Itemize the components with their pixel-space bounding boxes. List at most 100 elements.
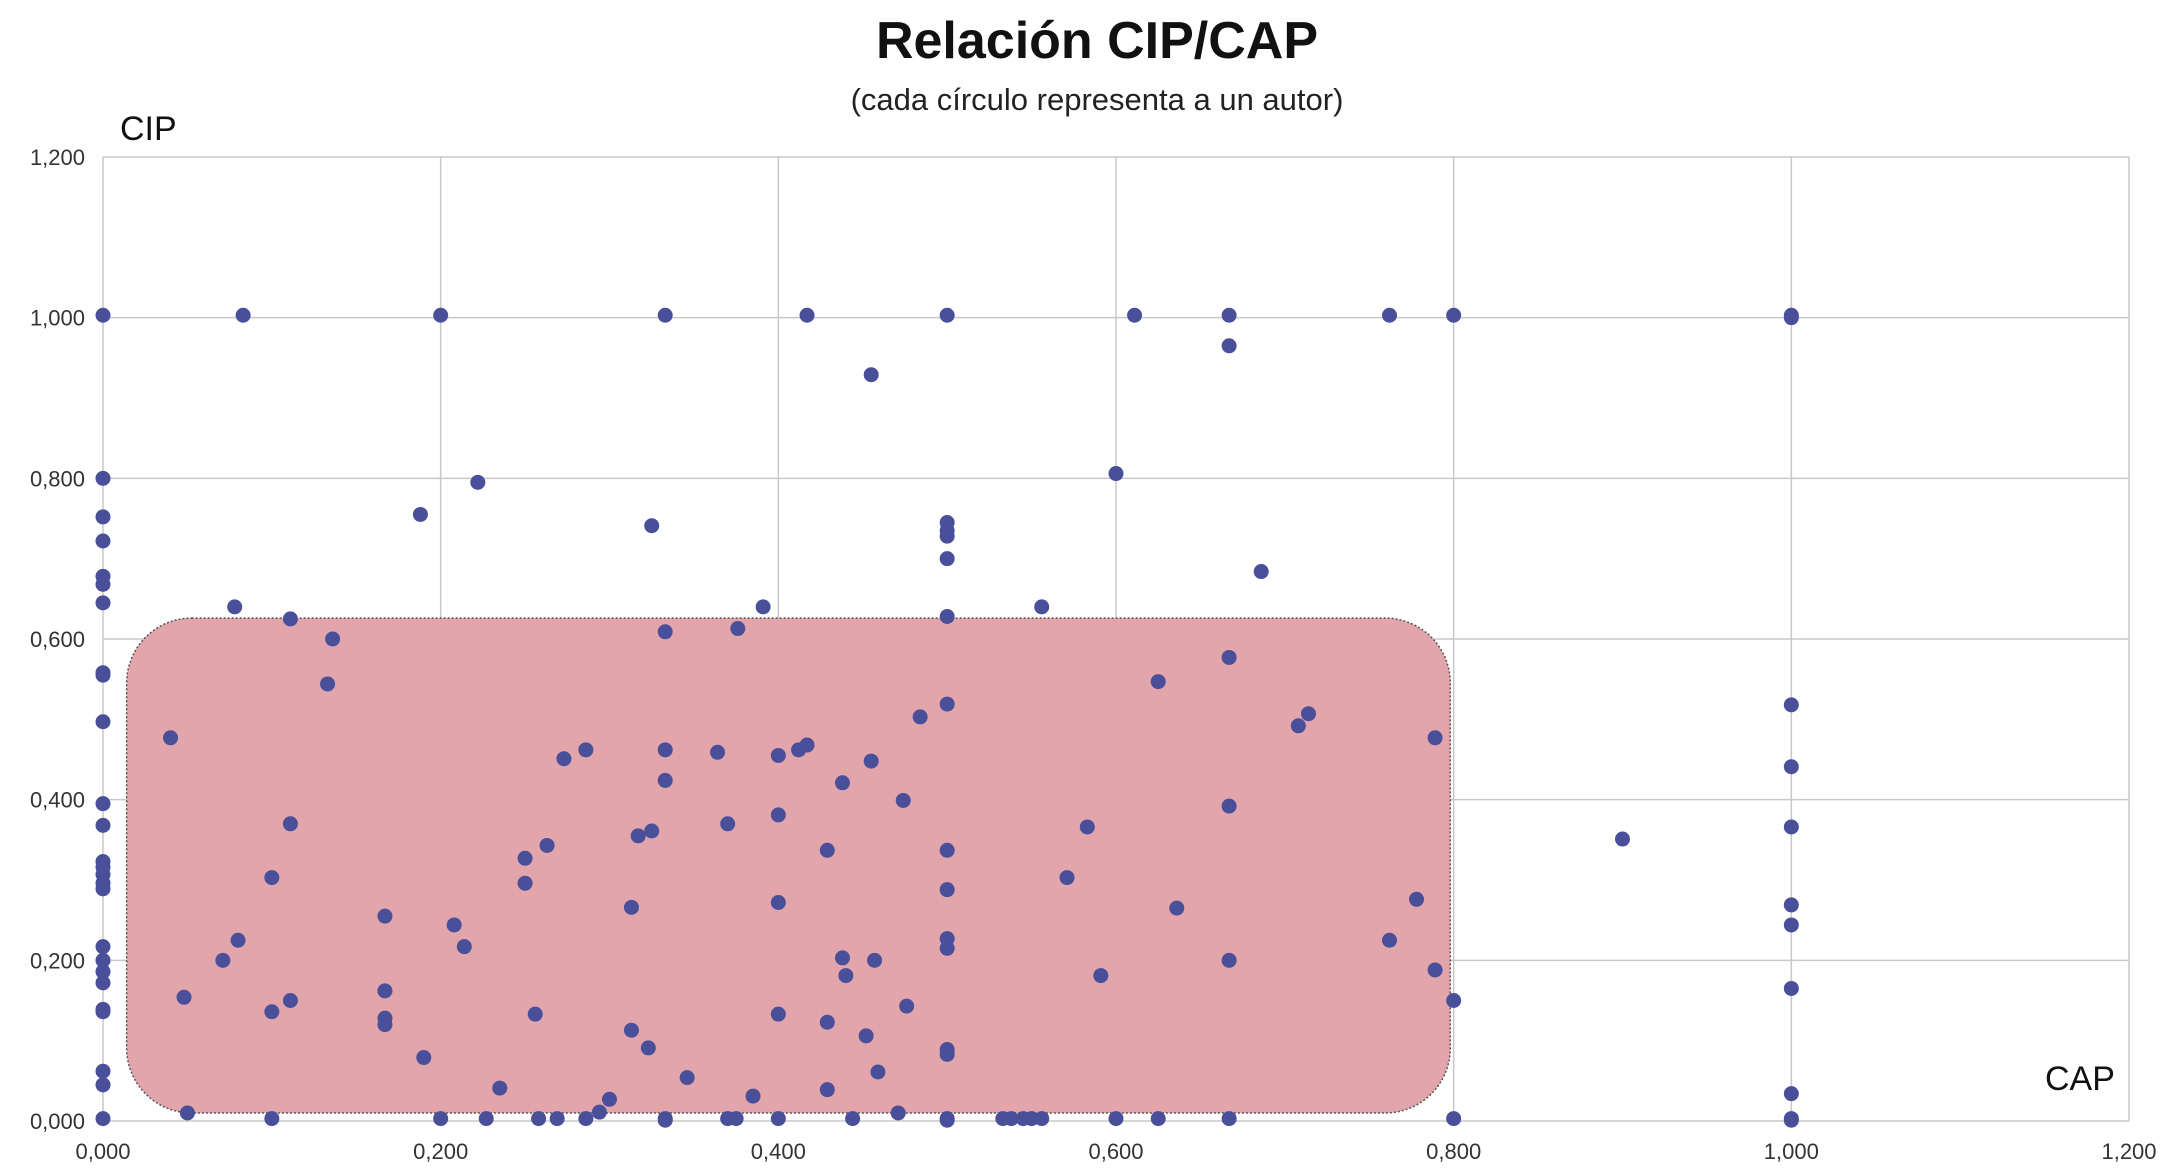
data-point-29: [799, 307, 815, 323]
y-tick-label-4: 0,800: [30, 466, 85, 491]
data-point-138: [745, 1088, 761, 1104]
data-point-25: [95, 1111, 111, 1127]
data-point-137: [1783, 1086, 1799, 1102]
data-point-63: [1290, 718, 1306, 734]
y-tick-label-2: 0,400: [30, 788, 85, 813]
data-point-65: [1427, 730, 1443, 746]
data-point-162: [1108, 1111, 1124, 1127]
data-point-84: [644, 823, 660, 839]
data-point-72: [556, 751, 572, 767]
data-point-163: [1150, 1111, 1166, 1127]
data-point-99: [1169, 900, 1185, 916]
data-point-108: [215, 952, 231, 968]
data-point-26: [235, 307, 251, 323]
data-point-23: [95, 1063, 111, 1079]
data-point-73: [863, 753, 879, 769]
data-point-86: [1615, 831, 1630, 847]
data-point-76: [834, 775, 850, 791]
data-point-61: [912, 709, 928, 725]
data-point-62: [1300, 706, 1316, 722]
data-point-91: [264, 870, 280, 886]
data-point-116: [377, 983, 393, 999]
data-points: [95, 307, 1799, 1128]
data-point-113: [838, 968, 854, 984]
y-tick-label-0: 0,000: [30, 1109, 85, 1134]
data-point-107: [939, 940, 955, 956]
data-point-33: [1382, 307, 1398, 323]
data-point-74: [1783, 759, 1799, 775]
data-point-129: [640, 1040, 656, 1056]
data-point-75: [657, 772, 673, 788]
data-point-20: [95, 975, 111, 991]
data-point-2: [95, 509, 111, 525]
data-point-143: [264, 1111, 280, 1127]
data-point-139: [602, 1091, 617, 1107]
data-point-88: [819, 842, 835, 858]
data-point-82: [1079, 819, 1095, 835]
x-tick-label-5: 1,000: [1764, 1139, 1819, 1164]
data-point-40: [1108, 466, 1124, 482]
data-point-89: [939, 842, 955, 858]
data-point-87: [539, 837, 555, 853]
data-point-79: [770, 807, 786, 823]
x-tick-label-1: 0,200: [413, 1139, 468, 1164]
data-point-141: [890, 1105, 906, 1121]
data-point-154: [845, 1111, 861, 1127]
data-point-10: [95, 796, 111, 812]
data-point-50: [755, 599, 771, 615]
data-point-101: [446, 917, 462, 933]
data-point-131: [939, 1046, 955, 1062]
data-point-9: [95, 714, 111, 730]
data-point-164: [1221, 1111, 1237, 1127]
data-point-41: [412, 506, 428, 522]
data-point-47: [1253, 564, 1269, 580]
data-point-92: [1059, 870, 1075, 886]
data-point-5: [95, 576, 111, 592]
data-point-104: [230, 932, 246, 948]
data-point-118: [282, 993, 298, 1008]
x-tick-label-4: 0,800: [1426, 1139, 1481, 1164]
data-point-109: [834, 950, 850, 966]
data-point-119: [1446, 993, 1462, 1008]
data-point-165: [1446, 1111, 1462, 1127]
data-point-78: [1221, 798, 1237, 814]
data-point-3: [95, 533, 111, 549]
data-point-27: [433, 307, 449, 323]
data-point-110: [867, 952, 883, 968]
x-tick-label-2: 0,400: [751, 1139, 806, 1164]
x-axis-label: CAP: [2045, 1060, 2115, 1098]
data-point-11: [95, 817, 111, 833]
data-point-57: [1150, 674, 1166, 690]
data-point-37: [1221, 338, 1237, 354]
data-point-58: [320, 676, 336, 692]
data-point-125: [377, 1017, 393, 1033]
data-point-39: [470, 474, 486, 490]
data-point-142: [179, 1105, 195, 1121]
data-point-16: [95, 881, 111, 897]
data-point-17: [95, 939, 111, 955]
data-point-36: [1783, 310, 1799, 326]
data-point-22: [95, 1004, 111, 1020]
data-point-121: [264, 1004, 280, 1020]
data-point-147: [549, 1111, 565, 1127]
x-tick-label-3: 0,600: [1088, 1139, 1143, 1164]
data-point-148: [578, 1111, 594, 1127]
data-point-71: [770, 747, 786, 763]
data-point-123: [770, 1006, 786, 1022]
data-point-77: [895, 792, 911, 808]
x-tick-label-6: 1,200: [2101, 1139, 2156, 1164]
data-point-60: [1783, 697, 1799, 713]
data-point-106: [456, 939, 472, 955]
data-point-105: [1382, 932, 1398, 948]
data-point-134: [679, 1070, 695, 1086]
data-point-132: [416, 1050, 432, 1066]
data-point-18: [95, 952, 111, 968]
data-point-6: [95, 595, 111, 611]
x-tick-label-0: 0,000: [75, 1139, 130, 1164]
data-point-24: [95, 1077, 111, 1093]
data-point-0: [95, 307, 111, 323]
data-point-48: [227, 599, 243, 615]
data-point-34: [1446, 307, 1462, 323]
highlight-region: [125, 617, 1452, 1114]
